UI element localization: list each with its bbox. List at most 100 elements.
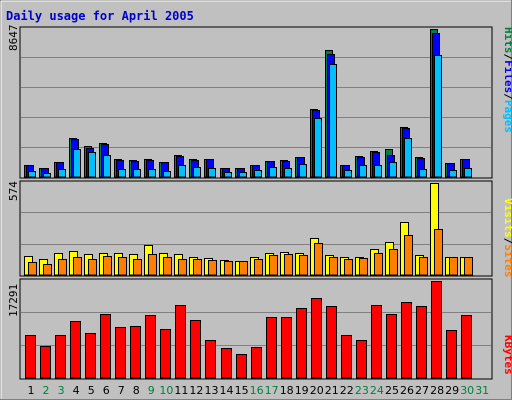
hits-files-pages-panel: 8647 Hits/Files/Pages bbox=[7, 25, 512, 179]
bar-kbytes-day-13 bbox=[205, 340, 216, 379]
day-label: 23 bbox=[355, 384, 369, 397]
day-axis-labels: 1 2 3 4 5 6 7 8 9 10 11 12 13 14 15 16 17 18 19 20 21 22 23 24 2… bbox=[28, 384, 490, 397]
bar-pages-day-8 bbox=[133, 169, 141, 178]
day-label: 18 bbox=[280, 384, 294, 397]
bar-kbytes-day-14 bbox=[221, 348, 232, 379]
bar-kbytes-day-17 bbox=[266, 317, 277, 379]
day-label: 1 bbox=[28, 384, 35, 397]
bar-pages-day-26 bbox=[404, 138, 412, 178]
bar-sites-day-3 bbox=[58, 259, 67, 276]
bar-pages-day-30 bbox=[464, 168, 472, 178]
bar-sites-day-26 bbox=[404, 235, 413, 276]
day-label: 22 bbox=[340, 384, 354, 397]
bar-pages-day-10 bbox=[163, 171, 171, 178]
bar-pages-day-23 bbox=[359, 165, 367, 178]
day-label: 13 bbox=[205, 384, 219, 397]
bar-sites-day-19 bbox=[299, 255, 308, 276]
bar-sites-day-30 bbox=[464, 257, 473, 276]
bar-sites-day-13 bbox=[208, 260, 217, 276]
bar-pages-day-4 bbox=[73, 149, 81, 178]
bar-sites-day-21 bbox=[329, 257, 338, 276]
bar-pages-day-17 bbox=[269, 167, 277, 178]
legend-pages: Pages bbox=[502, 100, 512, 133]
legend-sep: / bbox=[502, 54, 512, 61]
bar-kbytes-day-25 bbox=[386, 314, 397, 379]
bar-sites-day-29 bbox=[449, 257, 458, 276]
bar-pages-day-28 bbox=[434, 55, 442, 178]
bar-kbytes-day-27 bbox=[416, 306, 427, 379]
bar-pages-day-25 bbox=[389, 162, 397, 178]
bar-pages-day-27 bbox=[419, 169, 427, 178]
bar-pages-day-24 bbox=[374, 165, 382, 178]
bar-sites-day-8 bbox=[133, 259, 142, 276]
bar-sites-day-28 bbox=[434, 229, 443, 276]
bar-sites-day-14 bbox=[224, 261, 233, 276]
bar-pages-day-2 bbox=[43, 173, 51, 178]
bar-kbytes-day-8 bbox=[130, 326, 141, 379]
bar-sites-day-10 bbox=[163, 257, 172, 276]
bar-kbytes-day-4 bbox=[70, 321, 81, 379]
bar-sites-day-15 bbox=[239, 261, 248, 276]
bar-pages-day-11 bbox=[178, 165, 186, 178]
bar-kbytes-day-15 bbox=[236, 354, 247, 379]
bar-kbytes-day-19 bbox=[296, 308, 307, 379]
bar-kbytes-day-12 bbox=[190, 320, 201, 379]
day-label: 14 bbox=[220, 384, 234, 397]
day-label: 3 bbox=[58, 384, 65, 397]
hits-ymax-label: 8647 bbox=[7, 25, 20, 52]
bar-sites-day-9 bbox=[148, 254, 157, 276]
bar-sites-day-17 bbox=[269, 255, 278, 276]
bar-pages-day-13 bbox=[208, 168, 216, 178]
day-label: 10 bbox=[159, 384, 173, 397]
bar-kbytes-day-26 bbox=[401, 302, 412, 379]
day-label: 9 bbox=[148, 384, 155, 397]
day-label: 25 bbox=[385, 384, 399, 397]
day-label: 15 bbox=[235, 384, 249, 397]
day-label: 28 bbox=[430, 384, 444, 397]
day-label: 26 bbox=[400, 384, 414, 397]
day-label: 11 bbox=[174, 384, 188, 397]
bar-sites-day-11 bbox=[178, 259, 187, 276]
bar-pages-day-3 bbox=[58, 169, 66, 178]
bar-kbytes-day-3 bbox=[55, 335, 66, 379]
bar-kbytes-day-29 bbox=[446, 330, 457, 379]
kbytes-ymax-label: 17291 bbox=[7, 284, 20, 317]
panel-frame bbox=[19, 26, 493, 179]
bar-sites-day-4 bbox=[73, 257, 82, 276]
day-label: 2 bbox=[43, 384, 50, 397]
bar-pages-day-19 bbox=[299, 164, 307, 178]
bar-sites-day-25 bbox=[389, 249, 398, 276]
day-label: 19 bbox=[295, 384, 309, 397]
bar-sites-day-5 bbox=[88, 259, 97, 276]
bar-kbytes-day-20 bbox=[311, 298, 322, 379]
day-label: 21 bbox=[325, 384, 339, 397]
bar-kbytes-day-30 bbox=[461, 315, 472, 379]
bar-sites-day-1 bbox=[28, 262, 37, 276]
bar-kbytes-day-21 bbox=[326, 306, 337, 379]
visits-ymax-label: 574 bbox=[7, 181, 20, 201]
bar-kbytes-day-1 bbox=[25, 335, 36, 379]
bar-pages-day-15 bbox=[239, 172, 247, 178]
bar-pages-day-5 bbox=[88, 152, 96, 178]
kbytes-panel: 17291 KBytes bbox=[7, 278, 512, 380]
legend-visits: Visits bbox=[502, 198, 512, 238]
day-label: 31 bbox=[475, 384, 489, 397]
bar-sites-day-6 bbox=[103, 256, 112, 276]
bar-kbytes-day-22 bbox=[341, 335, 352, 379]
bar-sites-day-22 bbox=[344, 259, 353, 276]
day-label: 8 bbox=[133, 384, 140, 397]
bar-kbytes-day-16 bbox=[251, 347, 262, 379]
bar-sites-day-2 bbox=[43, 264, 52, 276]
bar-kbytes-day-11 bbox=[175, 305, 186, 379]
bar-kbytes-day-2 bbox=[40, 346, 51, 379]
day-label: 12 bbox=[189, 384, 203, 397]
bar-pages-day-29 bbox=[449, 170, 457, 178]
bar-kbytes-day-24 bbox=[371, 305, 382, 379]
bar-pages-day-16 bbox=[254, 170, 262, 178]
bar-kbytes-day-23 bbox=[356, 340, 367, 379]
day-label: 17 bbox=[265, 384, 279, 397]
legend-sites: Sites bbox=[502, 244, 512, 277]
bar-sites-day-12 bbox=[193, 259, 202, 276]
